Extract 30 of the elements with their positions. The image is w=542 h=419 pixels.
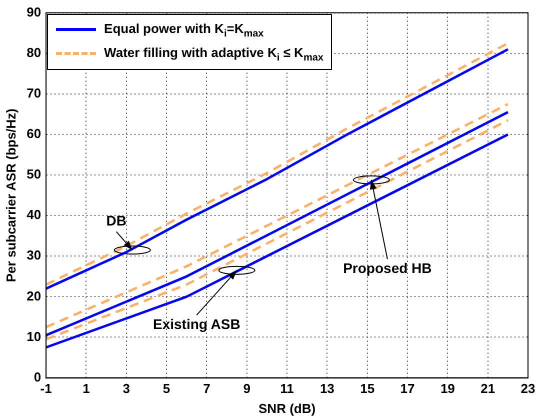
y-tick-label: 30 (26, 248, 42, 263)
y-tick-label: 50 (26, 166, 42, 182)
x-tick-label: 21 (480, 381, 496, 396)
y-tick-label: 70 (26, 85, 42, 100)
x-tick-label: 15 (360, 381, 375, 396)
x-tick-label: 9 (243, 381, 250, 396)
legend-label: Equal power with K$_{i}$=K$_{max}$ (104, 20, 264, 40)
x-tick-label: 13 (320, 381, 334, 396)
x-tick-label: 3 (122, 381, 130, 396)
x-tick-label: 17 (400, 381, 415, 396)
x-tick-label: -1 (40, 381, 52, 396)
legend-label: Water filling with adaptive K$_{i}$ ≤ K$_{max}$ (104, 44, 324, 64)
x-tick-label: 23 (520, 381, 536, 396)
y-tick-label: 40 (26, 207, 42, 222)
y-tick-label: 80 (26, 44, 42, 60)
annotation: Existing ASB (152, 316, 240, 332)
y-tick-label: 10 (26, 328, 42, 344)
x-tick-label: 5 (162, 381, 170, 396)
x-tick-label: 19 (440, 381, 455, 396)
x-axis-title: SNR (dB) (258, 400, 316, 416)
y-tick-label: 0 (34, 369, 42, 384)
annotation: DB (106, 212, 126, 229)
x-tick-label: 1 (82, 381, 90, 396)
y-tick-label: 60 (26, 126, 42, 142)
x-tick-label: 7 (203, 381, 210, 396)
y-tick-label: 90 (26, 4, 42, 20)
x-tick-label: 11 (280, 381, 294, 396)
y-axis-title: Per subcarrier ASR (bps/Hz) (3, 108, 18, 282)
annotation: Proposed HB (343, 260, 432, 276)
y-tick-label: 20 (26, 288, 42, 304)
